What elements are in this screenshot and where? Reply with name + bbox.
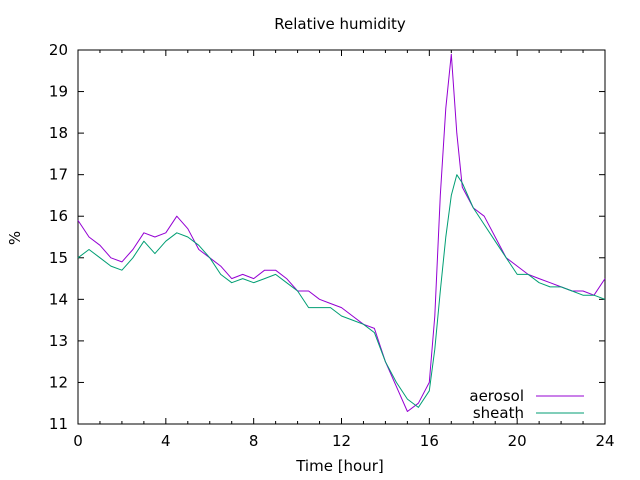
y-tick-label: 19 [49, 83, 68, 101]
series-line-aerosol [77, 53, 606, 412]
y-axis-ticks: 11 12 13 14 15 16 17 18 19 20 [49, 41, 605, 433]
legend-label: aerosol [469, 387, 524, 405]
chart-title: Relative humidity [274, 15, 406, 33]
plot-frame [77, 49, 606, 425]
x-tick-label: 16 [420, 432, 439, 450]
x-tick-label: 20 [508, 432, 527, 450]
y-tick-label: 20 [49, 41, 68, 59]
x-tick-label: 12 [332, 432, 351, 450]
y-tick-label: 13 [49, 332, 68, 350]
y-tick-label: 17 [49, 166, 68, 184]
legend-label: sheath [473, 404, 524, 422]
x-axis-ticks: 0 4 8 12 16 20 24 [73, 50, 615, 450]
x-tick-label: 24 [595, 432, 614, 450]
x-tick-label: 0 [73, 432, 83, 450]
x-axis-label: Time [hour] [295, 457, 384, 475]
y-tick-label: 11 [49, 415, 68, 433]
x-tick-label: 8 [249, 432, 259, 450]
y-tick-label: 14 [49, 290, 68, 308]
x-tick-label: 4 [161, 432, 171, 450]
y-tick-label: 16 [49, 207, 68, 225]
y-tick-label: 12 [49, 373, 68, 391]
data-lines [77, 53, 606, 412]
y-tick-label: 18 [49, 124, 68, 142]
series-line-sheath [77, 174, 606, 408]
y-axis-label: % [6, 231, 24, 245]
y-tick-label: 15 [49, 249, 68, 267]
